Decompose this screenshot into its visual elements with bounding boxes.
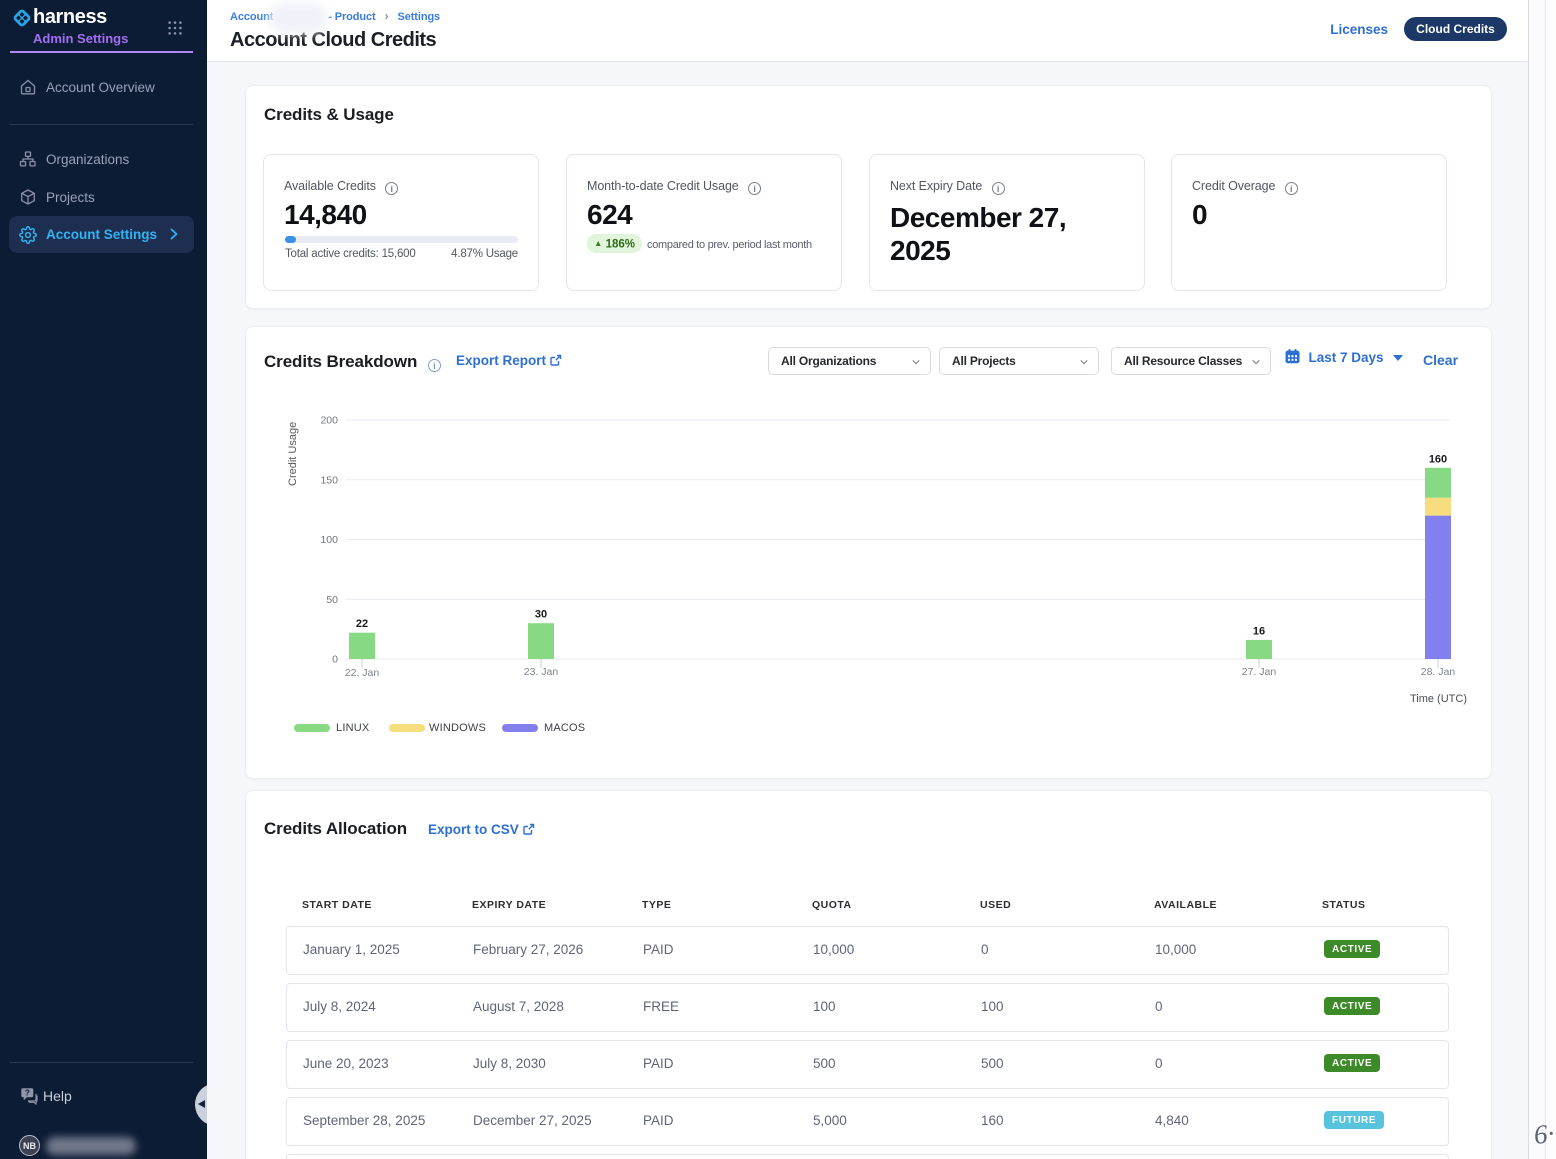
svg-text:23. Jan: 23. Jan: [524, 666, 559, 678]
svg-text:16: 16: [1253, 625, 1265, 637]
svg-text:160: 160: [1429, 453, 1447, 465]
svg-text:100: 100: [320, 534, 338, 546]
svg-text:Credit Usage: Credit Usage: [287, 422, 299, 486]
svg-text:150: 150: [320, 474, 338, 486]
svg-text:200: 200: [320, 415, 338, 427]
svg-text:27. Jan: 27. Jan: [1242, 666, 1277, 678]
svg-text:?: ?: [25, 1088, 30, 1098]
svg-text:22: 22: [356, 618, 368, 630]
svg-text:30: 30: [535, 609, 547, 621]
svg-text:Time (UTC): Time (UTC): [1410, 693, 1467, 705]
svg-text:50: 50: [326, 594, 338, 606]
svg-text:0: 0: [332, 654, 338, 666]
svg-text:28. Jan: 28. Jan: [1421, 666, 1456, 678]
svg-text:22. Jan: 22. Jan: [345, 667, 380, 679]
